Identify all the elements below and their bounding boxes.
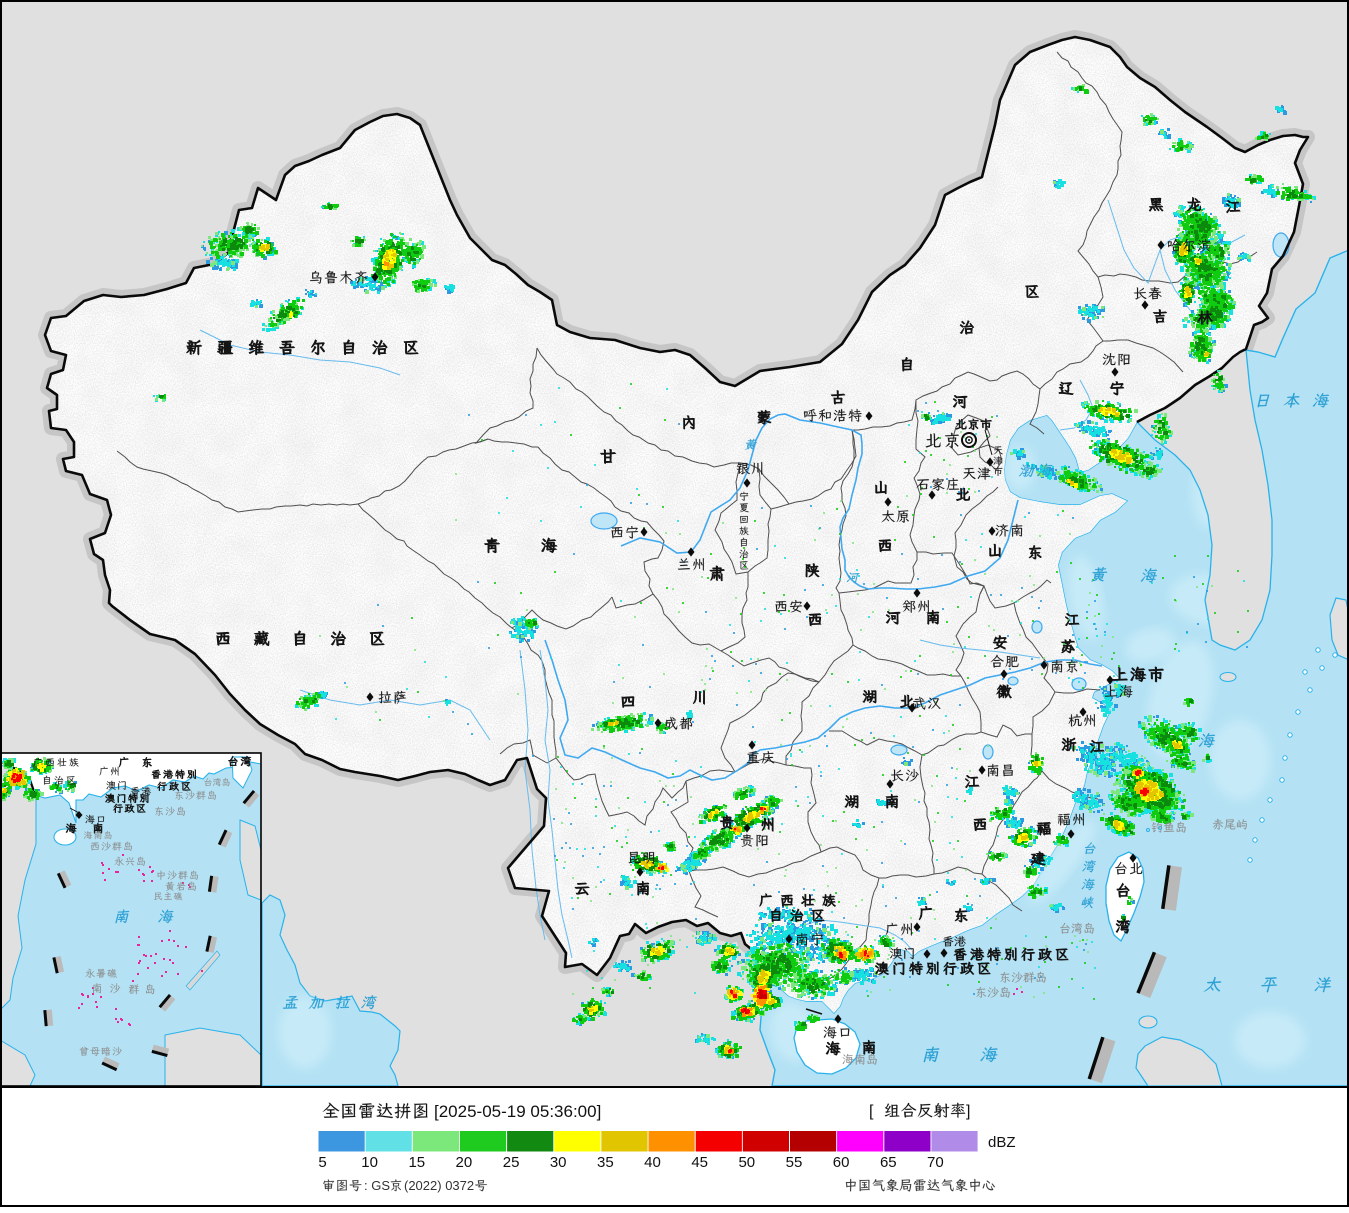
svg-text:60: 60 [833,1154,850,1171]
svg-text:25: 25 [503,1154,520,1171]
svg-text:dBZ: dBZ [988,1134,1016,1151]
svg-text:65: 65 [880,1154,897,1171]
svg-text:(2022) 0372: (2022) 0372 [404,1178,474,1193]
svg-text:: GS: : GS [364,1178,390,1193]
svg-text:40: 40 [644,1154,661,1171]
svg-text:5: 5 [318,1154,326,1171]
svg-text:35: 35 [597,1154,614,1171]
svg-text:[: [ [869,1103,874,1120]
svg-text:50: 50 [738,1154,755,1171]
svg-text:45: 45 [691,1154,708,1171]
svg-text:]: ] [966,1103,970,1120]
svg-text:55: 55 [786,1154,803,1171]
svg-text:30: 30 [550,1154,567,1171]
svg-text:20: 20 [456,1154,473,1171]
svg-text:70: 70 [927,1154,944,1171]
svg-text:[2025-05-19 05:36:00]: [2025-05-19 05:36:00] [434,1102,601,1121]
svg-text:15: 15 [408,1154,425,1171]
svg-text:10: 10 [361,1154,378,1171]
